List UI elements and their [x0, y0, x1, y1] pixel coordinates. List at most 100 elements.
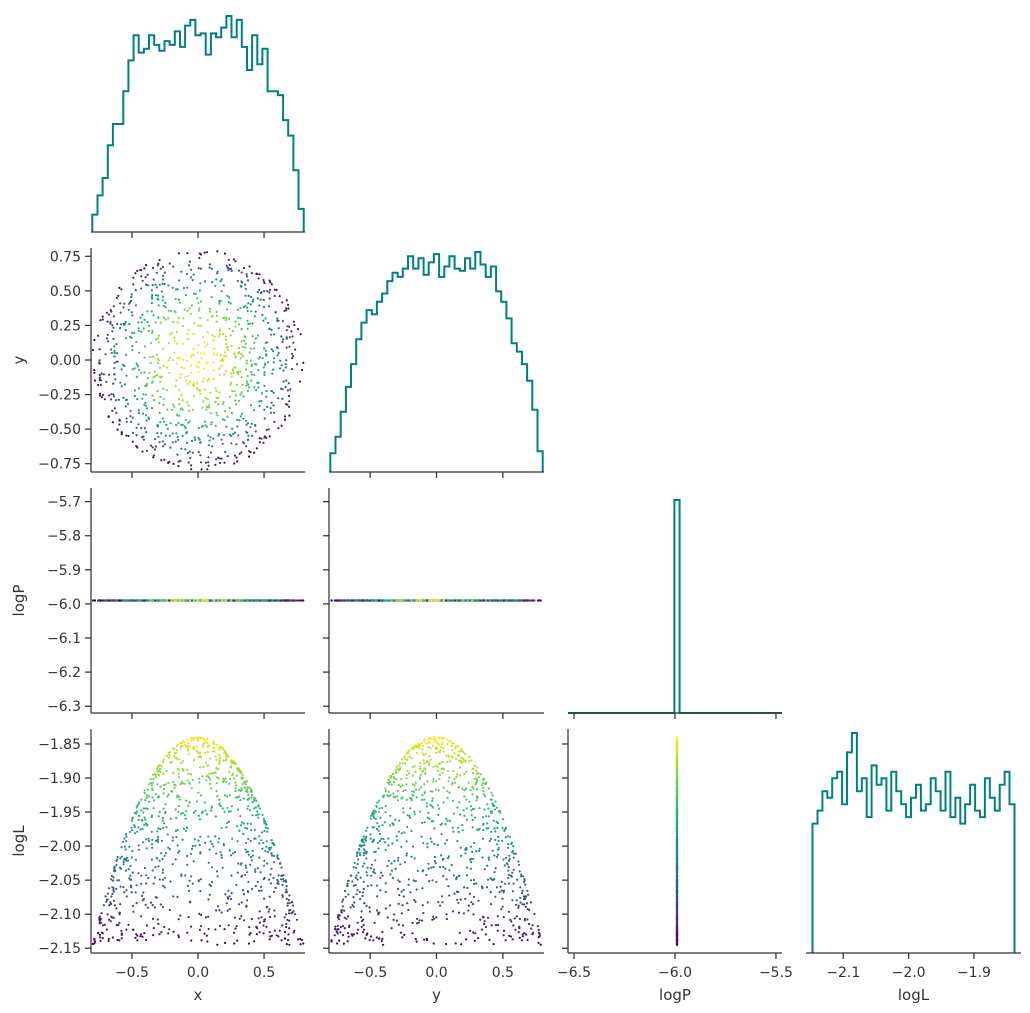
scatter-point	[178, 798, 181, 801]
scatter-point	[223, 354, 226, 357]
scatter-point	[266, 341, 269, 344]
scatter-point	[149, 777, 152, 781]
scatter-point	[125, 840, 128, 843]
scatter-point	[442, 801, 445, 804]
scatter-point	[224, 319, 227, 322]
scatter-point	[475, 772, 478, 775]
scatter-point	[244, 827, 247, 830]
scatter-point	[454, 747, 457, 750]
scatter-point	[155, 338, 158, 341]
scatter-point	[392, 796, 395, 799]
scatter-point	[398, 819, 401, 822]
scatter-point	[512, 599, 516, 602]
scatter-point	[250, 379, 253, 382]
scatter-point	[270, 390, 274, 393]
scatter-point	[186, 309, 189, 312]
scatter-point	[146, 906, 149, 909]
scatter-point	[177, 918, 180, 921]
scatter-point	[520, 875, 523, 878]
scatter-point	[296, 599, 300, 602]
scatter-point	[136, 446, 139, 449]
scatter-point	[156, 432, 159, 435]
scatter-point	[162, 316, 166, 319]
scatter-point	[353, 901, 356, 904]
scatter-point	[201, 336, 205, 339]
scatter-point	[184, 817, 187, 820]
scatter-point	[99, 376, 102, 379]
scatter-point	[218, 457, 221, 460]
scatter-point	[231, 837, 234, 840]
scatter-point	[149, 356, 152, 359]
scatter-point	[434, 788, 438, 791]
scatter-point	[299, 380, 302, 383]
scatter-point	[434, 861, 437, 865]
scatter-point	[169, 333, 172, 336]
scatter-point	[441, 761, 444, 764]
scatter-point	[129, 420, 133, 423]
scatter-point	[211, 750, 214, 753]
scatter-point	[201, 775, 204, 778]
scatter-point	[465, 847, 468, 850]
scatter-point	[254, 337, 257, 340]
scatter-point	[240, 285, 243, 288]
scatter-point	[246, 327, 249, 330]
scatter-point	[274, 311, 277, 314]
scatter-point	[160, 432, 163, 435]
scatter-point	[413, 810, 416, 813]
scatter-point	[240, 391, 243, 394]
scatter-point	[242, 441, 245, 444]
scatter-point	[242, 417, 245, 420]
scatter-point	[204, 916, 207, 919]
scatter-point	[287, 382, 290, 385]
scatter-point	[164, 301, 167, 305]
scatter-point	[241, 383, 244, 386]
scatter-point	[402, 807, 405, 810]
scatter-point	[163, 876, 167, 879]
scatter-point	[199, 253, 203, 256]
scatter-point	[511, 599, 514, 602]
scatter-point	[239, 415, 242, 418]
scatter-point	[141, 819, 144, 822]
scatter-point	[288, 345, 291, 348]
scatter-point	[113, 407, 116, 410]
scatter-point	[286, 918, 289, 922]
scatter-point	[426, 816, 429, 819]
scatter-point	[186, 779, 189, 782]
scatter-point	[422, 759, 425, 762]
scatter-point	[513, 917, 516, 920]
scatter-point	[457, 911, 461, 914]
scatter-point	[196, 351, 199, 354]
scatter-point	[237, 903, 241, 906]
scatter-point	[157, 765, 160, 768]
scatter-point	[444, 823, 447, 826]
scatter-point	[268, 847, 271, 850]
scatter-point	[163, 458, 166, 461]
scatter-point	[182, 286, 186, 290]
scatter-point	[264, 826, 267, 829]
scatter-point	[132, 283, 135, 286]
scatter-point	[218, 332, 222, 336]
scatter-point	[537, 928, 540, 932]
scatter-point	[102, 924, 105, 927]
scatter-point	[448, 819, 451, 823]
scatter-point	[197, 361, 200, 364]
scatter-point	[218, 391, 221, 394]
scatter-point	[445, 917, 448, 921]
scatter-point	[508, 934, 511, 937]
scatter-point	[122, 599, 125, 602]
scatter-point	[300, 938, 304, 942]
scatter-point	[439, 904, 442, 907]
scatter-point	[267, 878, 271, 881]
scatter-point	[155, 353, 159, 356]
scatter-point	[352, 599, 355, 602]
scatter-point	[253, 451, 256, 454]
scatter-layer	[91, 250, 679, 946]
scatter-point	[164, 783, 167, 786]
scatter-point	[498, 891, 501, 894]
scatter-point	[97, 334, 100, 337]
scatter-point	[459, 846, 462, 849]
scatter-point	[261, 357, 264, 360]
scatter-point	[437, 901, 440, 904]
scatter-point	[93, 940, 97, 943]
scatter-point	[465, 798, 468, 801]
